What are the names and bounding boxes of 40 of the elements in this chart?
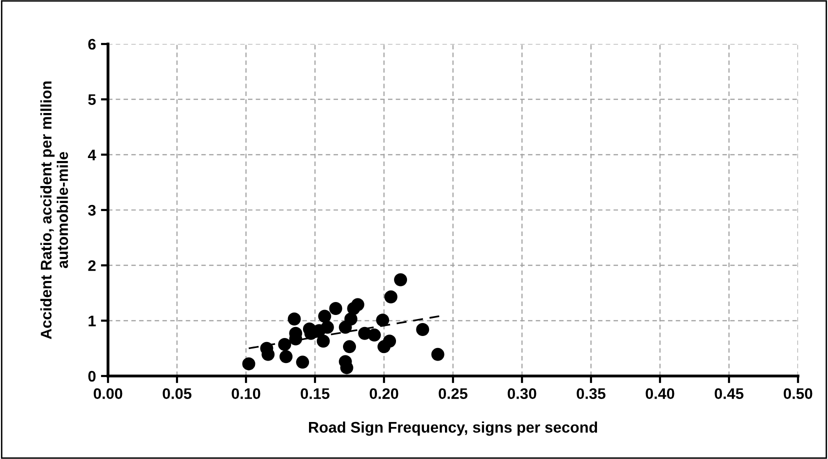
point	[329, 302, 342, 315]
x-tick-label: 0.35	[576, 388, 606, 400]
x-tick-label: 0.00	[94, 388, 122, 400]
point	[320, 320, 334, 334]
point	[416, 323, 430, 336]
y-tick-label: 0	[88, 370, 96, 382]
point	[351, 298, 364, 312]
point	[296, 356, 310, 369]
x-tick-label: 0.30	[508, 388, 536, 400]
point	[278, 338, 292, 351]
y-tick-label: 3	[88, 204, 96, 216]
y-tick-label: 1	[88, 316, 96, 326]
point	[318, 310, 332, 323]
x-tick-label: 0.10	[232, 388, 260, 400]
x-tick-label: 0.45	[714, 388, 744, 400]
x-tick-label: 0.15	[300, 388, 330, 400]
point	[394, 273, 408, 286]
point	[342, 340, 356, 354]
point	[431, 348, 444, 361]
y-axis-title: Accident Ratio, accident per million automobile-mile	[40, 81, 68, 340]
point	[242, 357, 256, 370]
point	[340, 361, 354, 374]
y-tick-label: 5	[88, 94, 96, 106]
x-tick-label: 0.20	[370, 388, 398, 400]
x-tick-label: 0.25	[438, 388, 468, 400]
point	[383, 334, 396, 348]
y-tick-label: 2	[88, 260, 96, 271]
y-tick-label: 4	[88, 150, 96, 160]
point	[376, 314, 390, 327]
point	[280, 350, 293, 364]
point	[316, 334, 330, 348]
point	[368, 328, 381, 342]
x-tick-label: 0.40	[646, 388, 674, 400]
x-axis-title: Road Sign Frequency, signs per second	[309, 421, 598, 436]
x-tick-label: 0.05	[162, 388, 192, 400]
point	[288, 312, 301, 326]
y-tick-label: 6	[88, 38, 96, 50]
point	[344, 312, 358, 326]
point	[384, 290, 398, 304]
x-tick-label: 0.50	[784, 388, 812, 400]
